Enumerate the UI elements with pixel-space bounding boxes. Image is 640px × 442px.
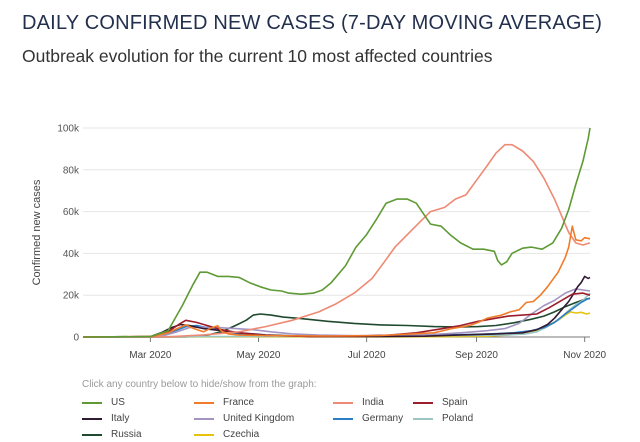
legend-swatch [82, 433, 102, 436]
y-axis-label: Confirmed new cases [31, 179, 43, 285]
series-line-india [82, 143, 591, 338]
legend-swatch [413, 401, 433, 404]
legend-item-czechia[interactable]: Czechia [194, 428, 259, 441]
y-tick-label: 80k [63, 165, 80, 176]
legend-item-united-kingdom[interactable]: United Kingdom [194, 412, 294, 425]
x-tick-label: Jul 2020 [348, 350, 386, 361]
legend-label: France [223, 397, 255, 408]
legend-label: India [362, 397, 384, 408]
chart-subtitle: Outbreak evolution for the current 10 mo… [22, 46, 493, 66]
series-line-us [82, 127, 591, 338]
legend-item-spain[interactable]: Spain [413, 396, 468, 409]
legend-item-india[interactable]: India [333, 396, 384, 409]
y-tick-label: 100k [57, 124, 80, 135]
legend-item-france[interactable]: France [194, 396, 254, 409]
legend-item-germany[interactable]: Germany [333, 412, 403, 425]
legend-swatch [194, 433, 214, 436]
series-line-united-kingdom [82, 288, 591, 338]
series-line-france [82, 225, 591, 338]
legend-label: Poland [442, 413, 474, 424]
legend-swatch [194, 401, 214, 404]
x-tick-label: Nov 2020 [563, 350, 606, 361]
legend-item-italy[interactable]: Italy [82, 412, 129, 425]
x-tick-label: Mar 2020 [129, 350, 172, 361]
legend: US France India Spain Italy United Kingdom Ger… [82, 396, 622, 440]
legend-label: Germany [362, 413, 404, 424]
chart-title: DAILY CONFIRMED NEW CASES (7-DAY MOVING … [22, 12, 603, 34]
legend-swatch [413, 417, 433, 420]
y-tick-label: 0 [73, 333, 79, 344]
legend-label: Spain [442, 397, 468, 408]
legend-label: Czechia [223, 429, 260, 440]
x-tick-label: May 2020 [237, 350, 281, 361]
legend-swatch [82, 401, 102, 404]
legend-label: United Kingdom [223, 413, 295, 424]
y-tick-label: 60k [63, 207, 80, 218]
y-tick-label: 40k [63, 249, 80, 260]
legend-item-russia[interactable]: Russia [82, 428, 142, 441]
legend-label: Russia [111, 429, 142, 440]
legend-swatch [194, 417, 214, 420]
legend-item-us[interactable]: US [82, 396, 125, 409]
legend-swatch [333, 401, 353, 404]
legend-swatch [333, 417, 353, 420]
legend-item-poland[interactable]: Poland [413, 412, 473, 425]
line-chart: 0 20k 40k 60k 80k 100k Mar 2020 May 2020 Jul 202… [31, 124, 607, 362]
legend-label: Italy [111, 413, 130, 424]
series-line-spain [82, 292, 591, 338]
legend-label: US [111, 397, 125, 408]
legend-swatch [82, 417, 102, 420]
y-tick-label: 20k [63, 291, 80, 302]
series-line-russia [82, 297, 591, 338]
x-tick-label: Sep 2020 [455, 350, 498, 361]
series-line-italy [82, 275, 591, 338]
legend-hint: Click any country below to hide/show fro… [82, 379, 317, 390]
